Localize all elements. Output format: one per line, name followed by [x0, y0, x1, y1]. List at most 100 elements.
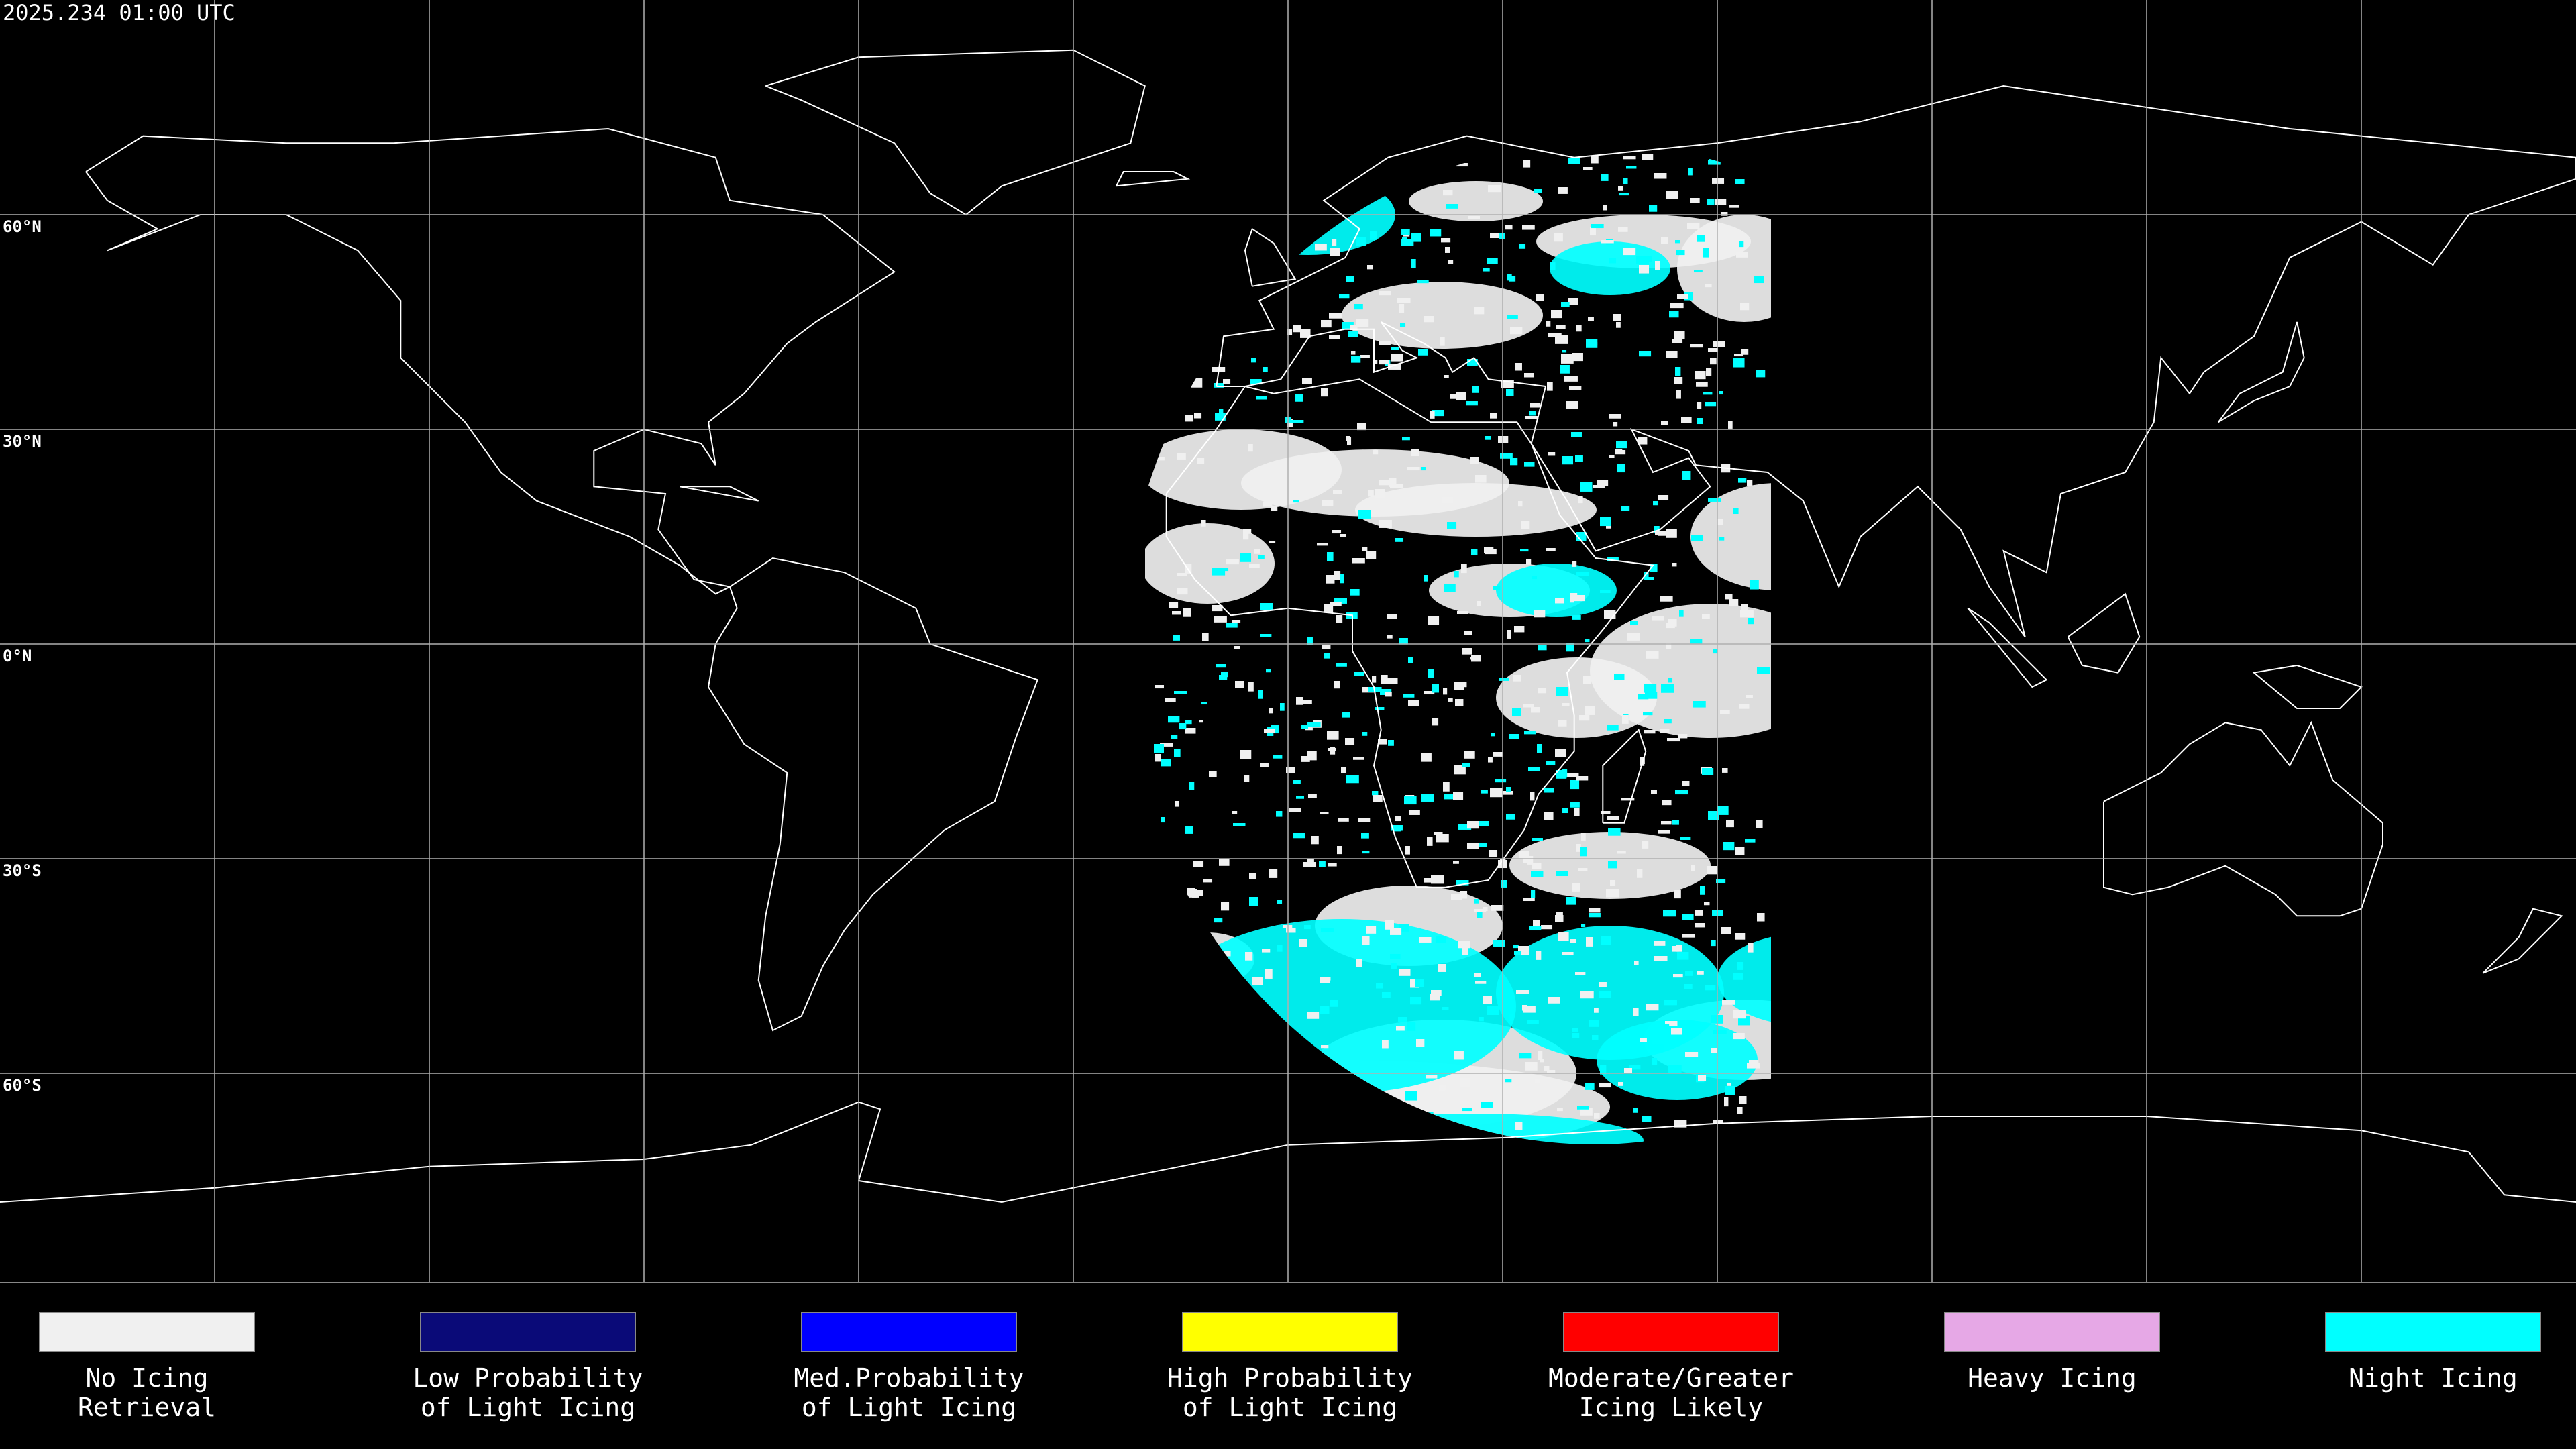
- cloud-speck: [1663, 910, 1676, 917]
- cloud-speck: [1537, 744, 1542, 753]
- cloud-speck: [1645, 692, 1658, 699]
- cloud-speck: [1522, 225, 1535, 230]
- cloud-speck: [1638, 694, 1649, 700]
- coastline: [2067, 592, 2141, 674]
- cloud-speck: [1600, 517, 1611, 527]
- cloud-speck: [1685, 971, 1693, 976]
- cloud-speck: [1681, 417, 1692, 423]
- cloud-speck: [1658, 531, 1670, 536]
- cloud-speck: [1662, 800, 1672, 806]
- cloud-speck: [1341, 767, 1346, 773]
- cloud-speck: [1725, 594, 1733, 600]
- cloud-speck: [1179, 723, 1187, 730]
- cloud-speck: [1258, 690, 1263, 699]
- cloud-speck: [1593, 485, 1605, 488]
- cloud-speck: [1432, 410, 1444, 417]
- legend-swatch: [1944, 1312, 2160, 1352]
- cloud-speck: [1554, 233, 1563, 242]
- cloud-speck: [1458, 941, 1470, 949]
- cloud-speck: [1735, 847, 1745, 855]
- cloud-speck: [1572, 883, 1580, 892]
- latitude-label: 30°N: [3, 432, 42, 451]
- cloud-speck: [1660, 729, 1670, 733]
- cloud-speck: [1189, 782, 1195, 790]
- cloud-speck: [1407, 467, 1420, 471]
- cloud-speck: [1376, 983, 1383, 989]
- cloud-speck: [1442, 1007, 1449, 1010]
- cloud-speck: [1574, 808, 1580, 816]
- cloud-speck: [1556, 871, 1568, 877]
- cloud-speck: [1436, 834, 1449, 843]
- cloud-speck: [1623, 248, 1636, 256]
- cloud-speck: [1556, 912, 1563, 918]
- cloud-speck: [1373, 450, 1379, 455]
- legend-label: Night Icing: [2349, 1363, 2518, 1393]
- cloud-speck: [1558, 187, 1568, 194]
- cloud-speck: [1326, 575, 1335, 584]
- cloud-speck: [1327, 552, 1334, 561]
- cloud-speck: [1720, 710, 1730, 714]
- legend-swatch: [801, 1312, 1017, 1352]
- cloud-speck: [1404, 796, 1417, 805]
- cloud-speck: [1532, 863, 1542, 869]
- cloud-speck: [1526, 559, 1532, 565]
- cloud-speck: [1708, 160, 1721, 165]
- cloud-speck: [1339, 294, 1350, 299]
- coastline: [1967, 607, 2048, 688]
- cloud-speck: [1340, 574, 1344, 584]
- cloud-area: [1550, 241, 1670, 295]
- cloud-speck: [1510, 458, 1518, 466]
- cloud-speck: [1264, 729, 1275, 733]
- cloud-speck: [1332, 239, 1337, 246]
- cloud-speck: [1457, 611, 1468, 614]
- cloud-speck: [1590, 227, 1596, 236]
- cloud-speck: [1668, 619, 1677, 627]
- cloud-speck: [1661, 821, 1672, 825]
- cloud-speck: [1350, 589, 1360, 596]
- cloud-speck: [1334, 681, 1340, 689]
- cloud-speck: [1682, 934, 1695, 938]
- cloud-speck: [1478, 843, 1487, 847]
- cloud-speck: [1528, 767, 1540, 771]
- cloud-speck: [1385, 692, 1392, 697]
- cloud-speck: [1409, 810, 1420, 815]
- cloud-speck: [1387, 635, 1393, 639]
- legend-label: Med.Probability: [794, 1363, 1024, 1393]
- cloud-speck: [1706, 368, 1712, 376]
- cloud-speck: [1328, 863, 1337, 867]
- cloud-speck: [1756, 820, 1763, 828]
- cloud-speck: [1523, 858, 1532, 863]
- cloud-speck: [1155, 754, 1161, 762]
- cloud-speck: [1719, 391, 1723, 395]
- cloud-speck: [1356, 319, 1369, 327]
- cloud-speck: [1694, 270, 1703, 273]
- cloud-speck: [1350, 325, 1358, 331]
- cloud-speck: [1646, 651, 1659, 659]
- cloud-speck: [1697, 971, 1704, 975]
- cloud-speck: [1513, 675, 1521, 682]
- cloud-speck: [1630, 621, 1638, 625]
- cloud-speck: [1372, 791, 1379, 796]
- cloud-speck: [1725, 1086, 1735, 1095]
- cloud-speck: [1676, 945, 1682, 952]
- cloud-speck: [1321, 928, 1334, 932]
- cloud-speck: [1556, 687, 1569, 696]
- cloud-speck: [1651, 790, 1657, 794]
- cloud-speck: [1544, 788, 1554, 793]
- cloud-speck: [1370, 231, 1377, 240]
- cloud-speck: [1387, 614, 1397, 619]
- cloud-speck: [1269, 541, 1276, 544]
- cloud-speck: [1702, 614, 1710, 619]
- legend-swatch: [39, 1312, 255, 1352]
- cloud-speck: [1194, 890, 1203, 896]
- cloud-speck: [1515, 1122, 1523, 1130]
- cloud-speck: [1651, 1044, 1664, 1052]
- cloud-area: [1717, 932, 1771, 1026]
- cloud-speck: [1379, 360, 1390, 365]
- cloud-speck: [1201, 520, 1206, 527]
- cloud-speck: [1286, 928, 1296, 933]
- cloud-speck: [1177, 588, 1188, 595]
- cloud-speck: [1735, 933, 1746, 940]
- coastline: [2252, 665, 2363, 709]
- cloud-speck: [1749, 1060, 1759, 1066]
